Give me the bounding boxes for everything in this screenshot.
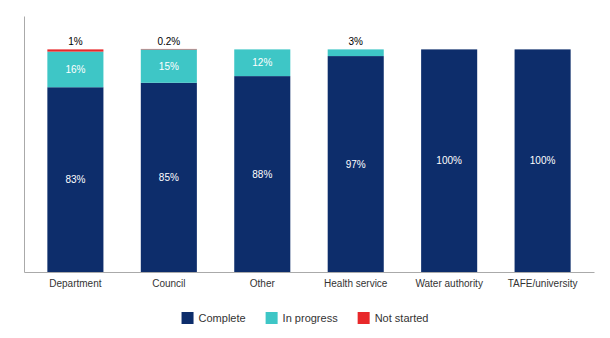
data-label: 1%	[68, 36, 83, 47]
legend-swatch	[182, 312, 194, 324]
bar	[515, 49, 571, 50]
bar	[328, 49, 384, 50]
bar	[234, 49, 290, 50]
legend-swatch	[358, 312, 370, 324]
bar	[515, 49, 571, 50]
x-tick: Council	[152, 272, 185, 289]
legend-swatch	[266, 312, 278, 324]
data-labels: 83% 85% 88% 97% 100% 100% 16% 15% 12% 3% 1% 0.2%	[65, 36, 555, 185]
x-tick-label: Water authority	[415, 278, 482, 289]
bar	[47, 52, 103, 88]
legend-item: Complete	[182, 312, 246, 324]
x-tick: Other	[250, 272, 276, 289]
data-label: 100%	[436, 155, 462, 166]
bars	[47, 49, 570, 272]
x-tick-label: Council	[152, 278, 185, 289]
data-label: 83%	[65, 174, 85, 185]
bar	[234, 76, 290, 272]
x-axis: Department Council Other Health service Wate…	[25, 272, 595, 289]
data-label: 85%	[159, 172, 179, 183]
series-bars	[47, 49, 570, 272]
data-label: 12%	[252, 57, 272, 68]
chart: Department Council Other Health service Wate…	[0, 0, 610, 338]
bar	[141, 48, 197, 49]
data-label: 100%	[530, 155, 556, 166]
legend-item: In progress	[266, 312, 339, 324]
legend-label: Complete	[199, 312, 246, 324]
x-axis-line	[25, 272, 595, 273]
legend: Complete In progress Not started	[182, 312, 429, 324]
x-tick-label: Department	[49, 278, 101, 289]
bar	[47, 87, 103, 272]
series-bars	[47, 49, 197, 52]
x-tick-label: Health service	[324, 278, 388, 289]
x-tick: Health service	[324, 272, 388, 289]
bar	[234, 49, 290, 76]
x-tick-label: Other	[250, 278, 276, 289]
series-bars	[47, 49, 383, 87]
bar	[421, 49, 477, 272]
bar	[421, 49, 477, 50]
bar	[328, 56, 384, 272]
plot: Department Council Other Health service Wate…	[25, 17, 595, 290]
bar	[421, 49, 477, 50]
x-tick-label: TAFE/university	[508, 278, 578, 289]
x-tick: Department	[49, 272, 101, 289]
bar	[141, 83, 197, 272]
data-label: 16%	[65, 64, 85, 75]
bar	[141, 49, 197, 82]
x-tick: TAFE/university	[508, 272, 578, 289]
x-tick: Water authority	[415, 272, 482, 289]
y-axis-line	[24, 17, 25, 273]
legend-label: Not started	[375, 312, 429, 324]
data-label: 15%	[159, 61, 179, 72]
bar	[515, 49, 571, 272]
data-label: 97%	[346, 159, 366, 170]
legend-label: In progress	[283, 312, 339, 324]
bar	[47, 49, 103, 51]
y-axis	[24, 17, 25, 273]
data-label: 88%	[252, 169, 272, 180]
data-label: 0.2%	[157, 36, 180, 47]
data-label: 3%	[348, 36, 363, 47]
legend-item: Not started	[358, 312, 429, 324]
bar	[328, 49, 384, 56]
